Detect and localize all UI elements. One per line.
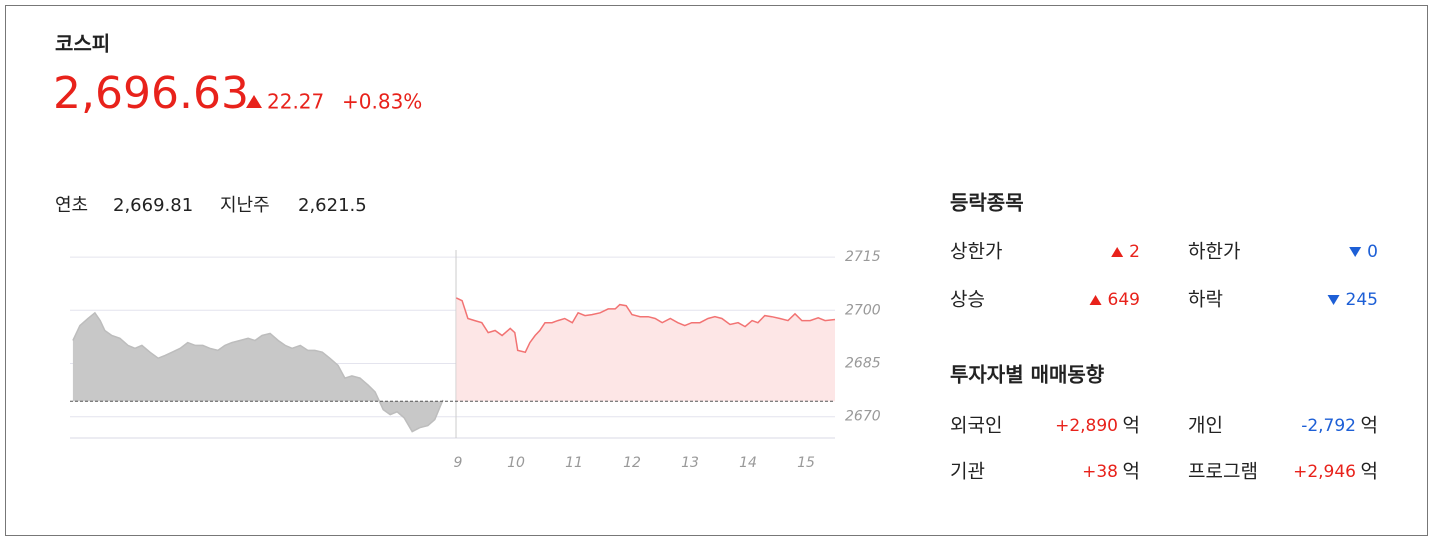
chart: 2670 2685 2700 2715 9 10 11 12 13 14 15 (70, 249, 881, 471)
breadth-value: 649 (1108, 290, 1140, 310)
area (456, 297, 835, 402)
breadth-value: 245 (1346, 290, 1378, 310)
breadth-value: 0 (1367, 242, 1378, 262)
x-tick-label: 10 (507, 455, 525, 471)
y-tick-label: 2700 (845, 302, 881, 318)
x-tick-label: 12 (623, 455, 641, 471)
investor-label: 개인 (1188, 415, 1223, 437)
investor-value: +2,946 (1293, 462, 1356, 482)
breadth-value: 2 (1129, 242, 1140, 262)
y-tick-label: 2685 (845, 356, 881, 372)
frame (5, 5, 1428, 536)
line (455, 297, 836, 354)
down-icon (1349, 247, 1362, 257)
summary-label: 지난주 (220, 195, 270, 216)
section-title: 등락종목 (950, 191, 1024, 215)
investor-value: -2,792 (1301, 416, 1356, 436)
change: 22.27 (267, 90, 324, 114)
investor-label: 외국인 (950, 415, 1002, 437)
investor-unit: 억 (1361, 415, 1378, 437)
y-tick-label: 2715 (845, 249, 881, 265)
investor-unit: 억 (1123, 461, 1140, 483)
price: 2,696.63 (53, 68, 249, 119)
investor-unit: 억 (1123, 415, 1140, 437)
up-icon (1111, 247, 1124, 257)
x-tick-label: 11 (565, 455, 583, 471)
investor-value: +38 (1082, 462, 1118, 482)
up-icon (1089, 295, 1102, 305)
down-icon (1327, 295, 1340, 305)
x-tick-label: 15 (797, 455, 815, 471)
breadth-label: 상한가 (950, 241, 1002, 263)
investor-label: 기관 (950, 461, 985, 483)
breadth-label: 상승 (950, 289, 985, 311)
investor-label: 프로그램 (1188, 461, 1258, 483)
up-icon (246, 95, 262, 108)
breadth-label: 하한가 (1188, 241, 1240, 263)
y-tick-label: 2670 (845, 409, 881, 425)
breadth-label: 하락 (1188, 289, 1223, 311)
index-title: 코스피 (55, 32, 110, 56)
investor-value: +2,890 (1055, 416, 1118, 436)
x-tick-label: 13 (681, 455, 699, 471)
investor-unit: 억 (1361, 461, 1378, 483)
change-pct: +0.83% (342, 90, 422, 114)
section-title: 투자자별 매매동향 (950, 363, 1105, 387)
x-tick-label: 14 (739, 455, 757, 471)
summary-label: 연초 (55, 195, 88, 216)
area (72, 312, 443, 432)
summary-value: 2,621.5 (298, 195, 367, 216)
x-tick-label: 9 (454, 455, 463, 471)
summary-value: 2,669.81 (113, 195, 193, 216)
line (72, 311, 444, 433)
